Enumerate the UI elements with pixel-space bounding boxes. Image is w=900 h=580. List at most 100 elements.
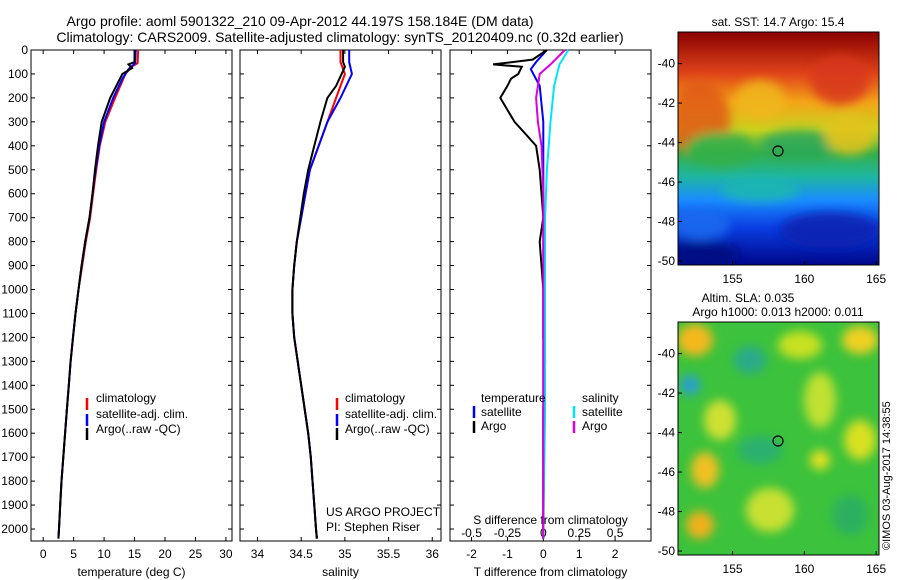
map-y-tick-label: -42 xyxy=(658,386,676,400)
legend-label: satellite-adj. clim. xyxy=(345,407,437,421)
y-tick-label: 1300 xyxy=(1,354,28,368)
y-tick-label: 1700 xyxy=(1,450,28,464)
top-x-tick-label: 0.25 xyxy=(568,526,592,540)
top-x-tick-label: 0.5 xyxy=(607,526,624,540)
y-tick-label: 100 xyxy=(8,67,28,81)
y-tick-label: 1800 xyxy=(1,474,28,488)
x-tick-label: 20 xyxy=(158,547,172,561)
x-axis-label: T difference from climatology xyxy=(474,565,628,579)
sla-argo-marker xyxy=(772,435,784,447)
legend-heading-temperature: temperature xyxy=(481,391,546,405)
x-tick-label: 10 xyxy=(97,547,111,561)
y-tick-label: 200 xyxy=(8,91,28,105)
y-tick-label: 300 xyxy=(8,115,28,129)
series-line-argo-raw-qc- xyxy=(291,50,346,539)
project-annotation: US ARGO PROJECT xyxy=(326,505,441,519)
y-tick-label: 500 xyxy=(8,163,28,177)
map-y-tick-label: -46 xyxy=(658,465,676,479)
sst-axes: 155 160 165 -40 -42 -44 -46 -48 -50 xyxy=(658,57,887,286)
x-tick-label: 2 xyxy=(612,547,619,561)
top-x-tick-label: -0.5 xyxy=(461,526,482,540)
y-tick-label: 1400 xyxy=(1,378,28,392)
y-tick-label: 1500 xyxy=(1,402,28,416)
map-y-tick-label: -46 xyxy=(658,175,676,189)
map-x-tick-label: 155 xyxy=(723,562,743,576)
legend-label: satellite xyxy=(582,405,623,419)
x-tick-label: 34.5 xyxy=(289,547,313,561)
series-line-climatology xyxy=(291,50,346,539)
x-tick-label: 34 xyxy=(251,547,265,561)
y-tick-label: 1200 xyxy=(1,330,28,344)
legend-label: Argo xyxy=(582,419,608,433)
series-line-satellite-adj-clim- xyxy=(57,49,137,539)
y-tick-label: 1000 xyxy=(1,283,28,297)
map-x-tick-label: 160 xyxy=(794,272,814,286)
sla-map-subtitle: Argo h1000: 0.013 h2000: 0.011 xyxy=(692,305,864,319)
series-line-argo-raw-qc- xyxy=(57,50,136,539)
series-line-climatology xyxy=(57,49,140,539)
y-tick-label: 1100 xyxy=(2,306,28,320)
legend-label: Argo xyxy=(481,419,507,433)
y-tick-label: 2000 xyxy=(1,522,28,536)
legend-label: satellite-adj. clim. xyxy=(96,407,188,421)
copyright-label: ©IMOS 03-Aug-2017 14:38:55 xyxy=(881,401,893,550)
map-y-tick-label: -48 xyxy=(658,215,676,229)
difference-legend: temperature satellite Argo salinity sate… xyxy=(472,391,623,433)
salinity-panel: 34 34.5 35 35.5 36 salinity xyxy=(239,49,442,579)
legend-label: climatology xyxy=(96,391,156,405)
map-x-tick-label: 165 xyxy=(866,272,886,286)
sst-argo-marker xyxy=(772,145,784,157)
sst-map: sat. SST: 14.7 Argo: 15.4 155 160 165 -40 -4… xyxy=(658,15,887,286)
x-tick-label: 0 xyxy=(40,547,47,561)
series-line-satellite-adj-clim- xyxy=(291,50,353,539)
top-axis-label: S difference from climatology xyxy=(473,513,628,527)
sla-axes: 155 160 165 -40 -42 -44 -46 -48 -50 xyxy=(658,347,887,576)
x-axis-label: salinity xyxy=(322,565,359,579)
header-line2: Climatology: CARS2009. Satellite-adjuste… xyxy=(56,29,623,45)
map-y-tick-label: -50 xyxy=(658,544,676,558)
x-tick-label: -2 xyxy=(466,547,477,561)
y-tick-label: 900 xyxy=(8,259,28,273)
legend-label: climatology xyxy=(345,391,405,405)
pi-annotation: PI: Stephen Riser xyxy=(326,520,420,534)
salinity-legend: climatology satellite-adj. clim. Argo(..… xyxy=(326,391,441,534)
x-tick-label: 36 xyxy=(426,547,440,561)
y-tick-label: 0 xyxy=(21,43,28,57)
x-tick-label: 15 xyxy=(128,547,142,561)
header-line1: Argo profile: aoml 5901322_210 09-Apr-20… xyxy=(67,13,534,29)
sla-map-frame xyxy=(677,321,880,556)
x-tick-label: 35.5 xyxy=(377,547,401,561)
y-tick-label: 700 xyxy=(8,211,28,225)
series-line-argo xyxy=(535,49,566,539)
plot-frame xyxy=(239,49,442,542)
map-y-tick-label: -44 xyxy=(658,426,676,440)
x-tick-label: 1 xyxy=(576,547,583,561)
x-tick-label: 30 xyxy=(219,547,233,561)
plot-frame xyxy=(449,49,652,542)
x-tick-label: 5 xyxy=(70,547,77,561)
plot-frame xyxy=(30,49,233,542)
sst-map-title: sat. SST: 14.7 Argo: 15.4 xyxy=(712,15,845,29)
temperature-legend: climatology satellite-adj. clim. Argo(..… xyxy=(85,391,188,440)
x-tick-label: -1 xyxy=(502,547,513,561)
legend-label: Argo(..raw -QC) xyxy=(96,422,181,436)
legend-label: satellite xyxy=(481,405,522,419)
difference-panel: -2 -1 0 1 2-0.5 -0.25 0 0.25 0.5S difference fro… xyxy=(449,49,652,579)
temperature-panel: 0100200300400500600700800900100011001200… xyxy=(1,43,233,579)
x-tick-label: 35 xyxy=(338,547,352,561)
x-axis-label: temperature (deg C) xyxy=(77,565,185,579)
map-y-tick-label: -48 xyxy=(658,505,676,519)
sla-map-title: Altim. SLA: 0.035 xyxy=(702,291,795,305)
map-x-tick-label: 165 xyxy=(866,562,886,576)
series-line-satellite xyxy=(542,49,570,539)
map-x-tick-label: 160 xyxy=(794,562,814,576)
map-y-tick-label: -40 xyxy=(658,57,676,71)
map-y-tick-label: -50 xyxy=(658,254,676,268)
y-tick-label: 1900 xyxy=(1,498,28,512)
sst-map-frame xyxy=(677,31,880,266)
x-tick-label: 25 xyxy=(189,547,203,561)
map-x-tick-label: 155 xyxy=(723,272,743,286)
y-tick-label: 1600 xyxy=(1,426,28,440)
y-tick-label: 800 xyxy=(8,235,28,249)
